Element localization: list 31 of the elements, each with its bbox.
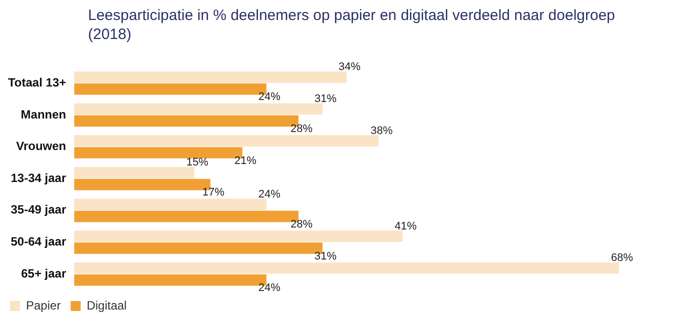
legend-label: Digitaal xyxy=(86,298,127,312)
y-tick-label: Totaal 13+ xyxy=(8,75,66,90)
data-label: 34% xyxy=(338,61,361,74)
data-label: 31% xyxy=(314,93,337,106)
data-label: 15% xyxy=(186,156,209,169)
legend-label: Papier xyxy=(26,298,61,312)
bar xyxy=(74,230,403,242)
bar xyxy=(74,71,347,83)
data-label: 24% xyxy=(258,282,281,294)
bar xyxy=(74,166,194,178)
data-label: 28% xyxy=(290,122,313,135)
y-tick-label: 35-49 jaar xyxy=(10,202,66,217)
data-label: 68% xyxy=(610,252,634,264)
bar xyxy=(74,198,266,210)
y-tick-label: Mannen xyxy=(20,107,66,122)
y-tick-label: 50-64 jaar xyxy=(10,234,66,249)
bar xyxy=(74,135,379,146)
data-label: 24% xyxy=(258,188,281,200)
y-tick-label: Vrouwen xyxy=(16,139,66,154)
bar xyxy=(74,262,619,274)
data-label: 38% xyxy=(370,124,393,137)
y-tick-label: 65+ jaar xyxy=(21,266,66,280)
data-label: 28% xyxy=(290,218,313,230)
data-label: 31% xyxy=(314,250,337,262)
chart-title: Leesparticipatie in % deelnemers op papier en digitaal verdeeld naar doelgroep (2018) xyxy=(88,6,616,44)
y-tick-label: 13-34 jaar xyxy=(10,170,66,185)
data-label: 24% xyxy=(258,91,281,104)
data-label: 17% xyxy=(202,186,225,199)
data-label: 41% xyxy=(394,220,417,232)
data-label: 21% xyxy=(234,154,257,167)
bar xyxy=(74,103,323,115)
